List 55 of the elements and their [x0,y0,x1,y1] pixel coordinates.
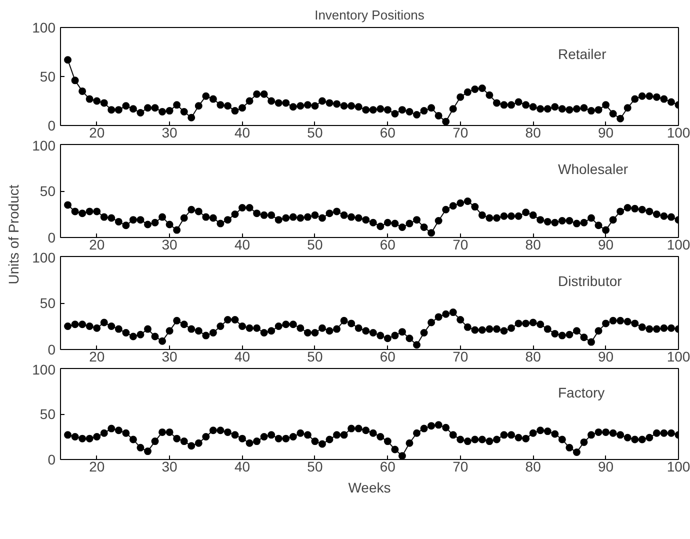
x-tick-label: 40 [234,348,250,364]
x-tick-label: 30 [162,458,178,474]
annotation: Distributor [558,273,622,290]
y-tick-label: 50 [40,295,56,311]
annotation: Wholesaler [558,161,628,178]
x-tick-label: 30 [162,236,178,252]
x-tick-label: 60 [380,348,396,364]
y-tick-label: 0 [48,118,56,134]
x-tick-label: 40 [234,458,250,474]
x-tick-label: 80 [525,348,542,364]
y-tick-label: 100 [32,362,56,378]
y-tick-label: 50 [40,183,56,199]
x-tick-label: 20 [89,236,105,252]
x-tick-label: 50 [307,124,323,140]
y-tick-label: 0 [48,342,56,358]
x-tick-label: 100 [666,458,690,474]
x-tick-label: 100 [666,236,690,252]
x-tick-label: 90 [598,458,614,474]
x-axis-title: Weeks [348,480,391,496]
y-tick-label: 100 [32,138,56,154]
x-tick-label: 100 [666,124,690,140]
x-tick-label: 50 [307,236,323,252]
x-tick-label: 20 [89,458,105,474]
x-tick-label: 70 [452,348,468,364]
x-tick-label: 70 [452,236,468,252]
x-tick-label: 30 [162,348,178,364]
x-tick-label: 50 [307,458,323,474]
chart-title: Inventory Positions [314,8,425,22]
x-tick-label: 100 [666,348,690,364]
y-tick-label: 0 [48,230,56,246]
x-tick-label: 90 [598,236,614,252]
y-tick-label: 50 [40,68,56,84]
x-tick-label: 30 [162,124,178,140]
x-tick-label: 80 [525,124,542,140]
x-tick-label: 20 [89,348,105,364]
x-tick-label: 40 [234,236,250,252]
x-tick-label: 20 [89,124,105,140]
x-tick-label: 60 [380,236,396,252]
x-tick-label: 40 [234,124,250,140]
x-tick-label: 60 [380,458,396,474]
annotation: Factory [558,384,605,400]
y-tick-label: 0 [48,452,56,468]
x-tick-label: 60 [380,124,396,140]
x-tick-label: 70 [452,124,468,140]
x-tick-label: 90 [598,124,614,140]
y-tick-label: 100 [32,20,56,36]
annotation: Retailer [558,46,607,62]
x-tick-label: 80 [525,458,542,474]
x-tick-label: 50 [307,348,323,364]
y-tick-label: 100 [32,250,56,266]
x-tick-label: 90 [598,348,614,364]
y-axis-title: Units of Product [6,184,22,284]
x-tick-label: 80 [525,236,542,252]
x-tick-label: 70 [452,458,468,474]
y-tick-label: 50 [40,406,56,422]
